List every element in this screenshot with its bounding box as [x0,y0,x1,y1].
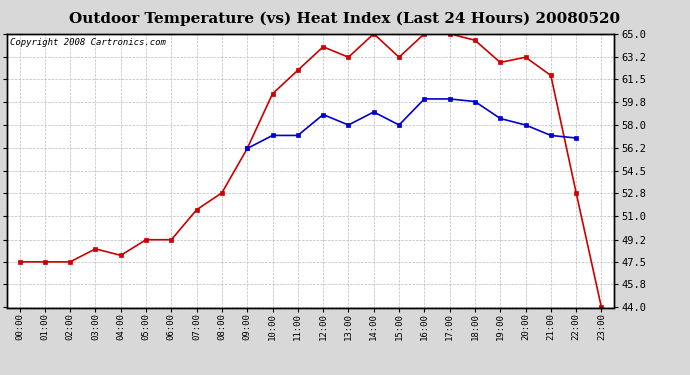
Text: Copyright 2008 Cartronics.com: Copyright 2008 Cartronics.com [10,38,166,47]
Text: Outdoor Temperature (vs) Heat Index (Last 24 Hours) 20080520: Outdoor Temperature (vs) Heat Index (Las… [70,11,620,26]
